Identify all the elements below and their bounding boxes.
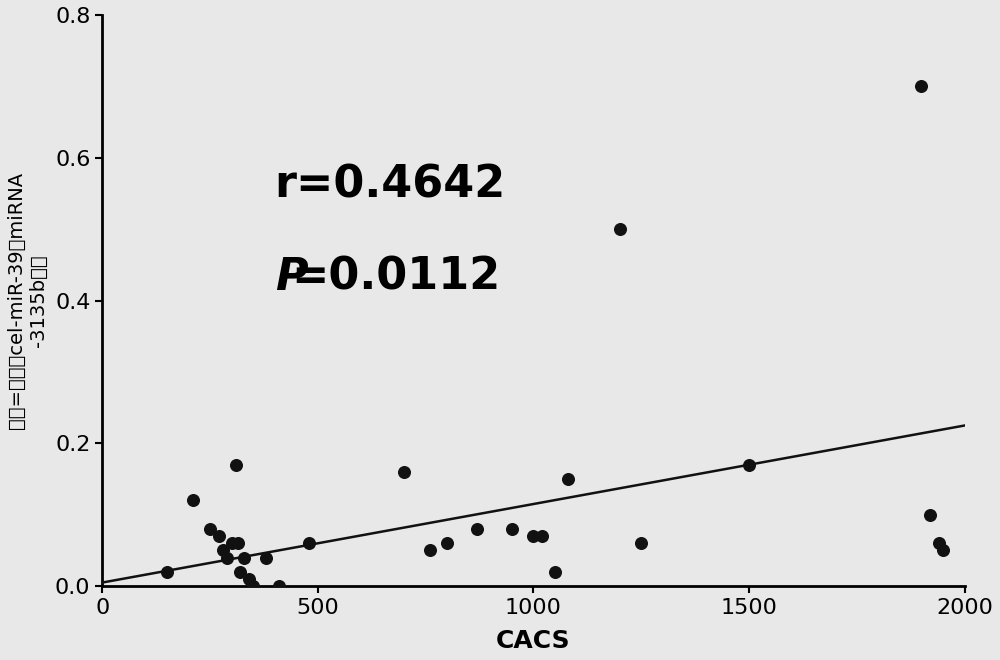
Point [185,495,201,506]
Point [236,552,252,563]
Point [224,538,240,548]
Point [396,467,412,477]
Point [422,545,438,556]
X-axis label: CACS: CACS [496,629,571,653]
Point [301,538,317,548]
Point [633,538,649,548]
Point [504,524,520,535]
Text: r=0.4642: r=0.4642 [275,163,506,206]
Point [935,545,951,556]
Text: P: P [275,256,307,299]
Point [202,524,218,535]
Point [159,566,175,577]
Text: =0.0112: =0.0112 [291,256,500,299]
Point [271,581,287,591]
Point [931,538,947,548]
Point [913,81,929,92]
Point [211,531,227,541]
Y-axis label: 纵轴=相对于cel-miR-39的miRNA
-3135b水平: 纵轴=相对于cel-miR-39的miRNA -3135b水平 [7,172,48,429]
Point [215,545,231,556]
Point [439,538,455,548]
Point [232,566,248,577]
Point [534,531,550,541]
Point [258,552,274,563]
Point [741,459,757,470]
Point [922,510,938,520]
Point [547,566,563,577]
Point [612,224,628,234]
Point [241,574,257,584]
Point [560,474,576,484]
Point [245,581,261,591]
Point [230,538,246,548]
Point [228,459,244,470]
Point [219,552,235,563]
Point [525,531,541,541]
Point [469,524,485,535]
